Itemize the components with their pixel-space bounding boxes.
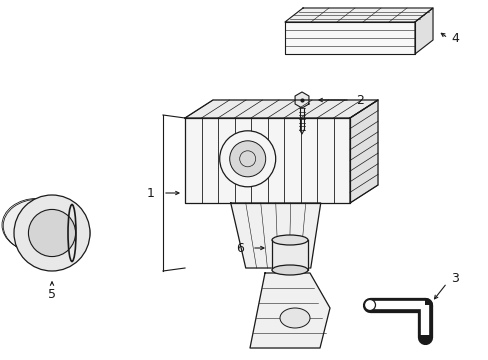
Text: 6: 6 (236, 242, 244, 255)
Ellipse shape (280, 308, 309, 328)
Circle shape (28, 210, 76, 257)
Polygon shape (349, 100, 377, 203)
Ellipse shape (8, 202, 81, 256)
Text: 1: 1 (147, 186, 155, 199)
Polygon shape (294, 92, 308, 108)
Polygon shape (184, 118, 349, 203)
Ellipse shape (3, 199, 74, 252)
Polygon shape (230, 203, 320, 268)
Ellipse shape (5, 201, 77, 254)
Text: 5: 5 (48, 288, 56, 302)
Polygon shape (271, 240, 307, 270)
Polygon shape (249, 273, 329, 348)
Text: 2: 2 (355, 94, 363, 107)
Polygon shape (285, 22, 414, 54)
Ellipse shape (271, 265, 307, 275)
Circle shape (229, 141, 265, 177)
Ellipse shape (4, 200, 76, 253)
Circle shape (14, 195, 90, 271)
Text: 4: 4 (450, 32, 458, 45)
Ellipse shape (13, 206, 88, 259)
Ellipse shape (12, 205, 86, 258)
Ellipse shape (14, 206, 90, 260)
Polygon shape (184, 100, 377, 118)
Text: 3: 3 (450, 271, 458, 284)
Ellipse shape (9, 203, 82, 256)
Circle shape (219, 131, 275, 187)
Ellipse shape (7, 202, 79, 255)
Polygon shape (414, 8, 432, 54)
Polygon shape (285, 8, 432, 22)
Ellipse shape (10, 204, 84, 257)
Circle shape (364, 300, 375, 310)
Ellipse shape (271, 235, 307, 245)
